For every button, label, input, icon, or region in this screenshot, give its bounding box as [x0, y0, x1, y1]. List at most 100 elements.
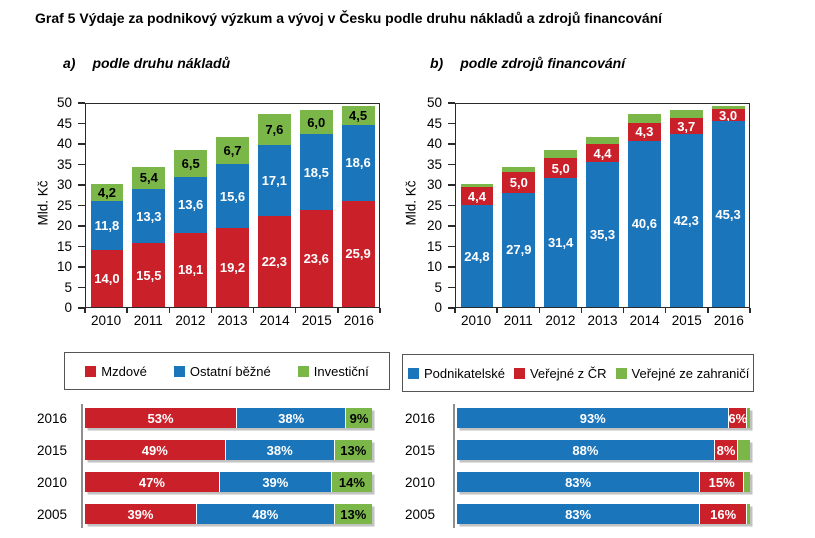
- legend-swatch-red: [85, 365, 97, 377]
- y-tick-mark: [448, 102, 455, 104]
- pct-row-2016: 2016 53% 38% 9%: [35, 408, 372, 428]
- segment-green: 5,4: [132, 166, 166, 189]
- pct-bar: 47% 39% 14%: [85, 472, 372, 492]
- x-tick-mark: [337, 308, 339, 313]
- row-year-label: 2015: [405, 442, 436, 458]
- segment-green: 7,6: [257, 114, 291, 146]
- segment-blue: 18,6: [341, 124, 375, 201]
- segment-red: 16%: [700, 504, 748, 524]
- x-tick-label: 2013: [217, 313, 248, 328]
- legend-label: Veřejné ze zahraničí: [631, 365, 750, 381]
- legend-item: Veřejné ze zahraničí: [615, 365, 750, 381]
- column-chart-funding-sources: Mld. Kč 50 45 40 35 30 25 20 15 10 5 0 24,8 4,4 27,9 5,…: [400, 85, 764, 341]
- segment-red: 39%: [85, 504, 197, 524]
- segment-green: [627, 114, 661, 123]
- legend-item: Veřejné z ČR: [513, 365, 607, 381]
- segment-red: 53%: [85, 408, 238, 428]
- y-tick-label: 10: [426, 259, 442, 274]
- chart-b-prefix: b): [430, 55, 444, 71]
- segment-blue: 15,6: [216, 164, 249, 229]
- legend-item: Mzdové: [85, 364, 147, 379]
- x-tick-label: 2016: [343, 313, 374, 328]
- legend-swatch-blue: [173, 365, 185, 377]
- chart-a-prefix: a): [63, 55, 76, 71]
- pct-bar: 49% 38% 13%: [85, 440, 372, 460]
- bar-2010: 24,8 4,4: [456, 104, 498, 307]
- legend-swatch-green: [615, 367, 627, 379]
- x-tick-label: 2016: [713, 313, 744, 328]
- pct-bar: 83% 15%: [457, 472, 750, 492]
- segment-green: [747, 408, 750, 428]
- segment-green: 6,5: [174, 150, 208, 178]
- y-tick-label: 25: [426, 197, 442, 213]
- segment-red: 14,0: [90, 249, 124, 307]
- row-year-label: 2016: [405, 410, 436, 426]
- x-tick-label: 2010: [91, 313, 122, 328]
- bar-2011: 15,5 13,3 5,4: [128, 104, 170, 307]
- pct-row-2015: 2015 49% 38% 13%: [35, 440, 372, 460]
- y-tick-mark: [448, 307, 455, 309]
- segment-blue: 45,3: [711, 121, 745, 307]
- y-tick-mark: [448, 286, 455, 289]
- y-tick-mark: [448, 245, 455, 248]
- segment-green: 4,2: [90, 184, 124, 202]
- x-tick-label: 2011: [133, 313, 163, 328]
- segment-red: 49%: [85, 440, 226, 460]
- y-tick-label: 20: [56, 218, 72, 233]
- x-tick-mark: [210, 308, 213, 313]
- segment-blue: 83%: [457, 472, 701, 492]
- plot-area: 24,8 4,4 27,9 5,0 31,4 5,0 35,3 4,4 40,6 4,3 42,3 3…: [455, 103, 750, 308]
- segment-green: 9%: [346, 408, 372, 428]
- segment-green: 6,7: [216, 136, 249, 165]
- segment-red: 25,9: [341, 200, 375, 307]
- segment-red: 15%: [700, 472, 745, 492]
- x-tick-label: 2015: [301, 313, 332, 328]
- segment-red: 6%: [728, 408, 747, 428]
- y-tick-mark: [78, 143, 85, 145]
- y-tick-mark: [448, 122, 455, 125]
- segment-red: 22,3: [257, 215, 291, 307]
- x-tick-mark: [538, 308, 541, 313]
- panel-funding-sources: b) podle zdrojů financování Mld. Kč 50 45 4…: [400, 55, 764, 538]
- x-tick-mark: [252, 308, 255, 313]
- y-tick-mark: [78, 163, 85, 166]
- segment-green: [544, 150, 578, 158]
- segment-red: 47%: [85, 472, 220, 492]
- panel-cost-types: a) podle druhu nákladů Mld. Kč 50 45 40 35 30…: [35, 55, 393, 538]
- pct-row-2005: 2005 83% 16%: [403, 504, 750, 524]
- bar-2014: 40,6 4,3: [623, 104, 665, 307]
- x-tick-mark: [84, 308, 86, 313]
- segment-blue: 24,8: [460, 205, 494, 307]
- x-tick-label: 2014: [629, 313, 660, 328]
- y-tick-label: 25: [56, 197, 72, 213]
- x-axis-labels: 2010 2011 2012 2013 2014 2015 2016: [85, 313, 380, 328]
- segment-blue: 17,1: [257, 145, 291, 216]
- segment-blue: 13,6: [174, 177, 208, 233]
- x-tick-label: 2015: [671, 313, 702, 328]
- chart-b-subtitle: podle zdrojů financování: [460, 55, 626, 71]
- segment-green: [502, 166, 536, 173]
- y-tick-label: 35: [56, 156, 72, 172]
- segment-red: 4,3: [627, 122, 661, 141]
- bar-2011: 27,9 5,0: [498, 104, 540, 307]
- x-tick-label: 2013: [587, 313, 618, 328]
- pct-bar: 83% 16%: [457, 504, 750, 524]
- y-tick-label: 45: [426, 115, 442, 131]
- x-tick-label: 2010: [461, 313, 492, 328]
- row-year-label: 2016: [37, 410, 68, 426]
- segment-green: 14%: [331, 472, 372, 492]
- legend-label: Investiční: [313, 363, 369, 379]
- legend-label: Veřejné z ČR: [529, 365, 607, 381]
- segment-blue: 83%: [457, 504, 701, 524]
- y-tick-label: 0: [434, 300, 442, 315]
- y-tick-label: 5: [64, 279, 72, 295]
- y-tick-mark: [78, 266, 85, 268]
- chart-a-subtitle: podle druhu nákladů: [92, 55, 231, 71]
- segment-red: 23,6: [299, 210, 333, 307]
- bar-2015: 23,6 18,5 6,0: [295, 104, 337, 307]
- pct-bar: 53% 38% 9%: [85, 408, 372, 428]
- figure-title: Graf 5 Výdaje za podnikový výzkum a vývo…: [35, 10, 663, 26]
- x-tick-mark: [496, 308, 498, 313]
- segment-blue: 35,3: [586, 162, 619, 307]
- y-tick-mark: [78, 122, 85, 125]
